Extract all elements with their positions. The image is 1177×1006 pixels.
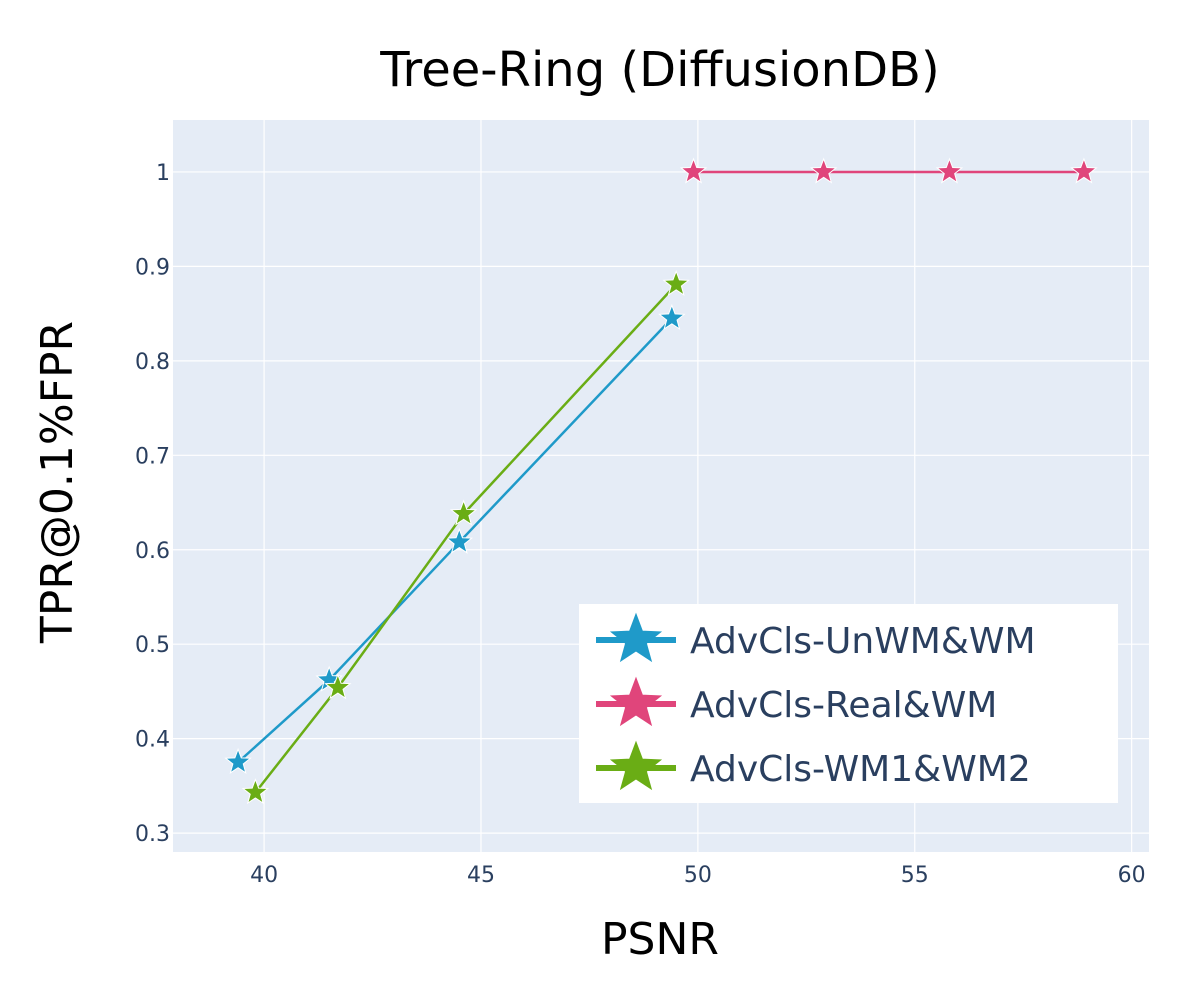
data-point-star <box>662 269 690 297</box>
data-point-star <box>679 157 708 184</box>
x-tick-label: 50 <box>684 863 712 888</box>
x-tick-label: 60 <box>1118 863 1146 888</box>
legend-star-icon <box>609 676 663 727</box>
data-point-star <box>658 303 686 331</box>
tick-labels: 40 45 50 55 60 0.3 0.4 0.5 0.6 0.7 0.8 0.9 1 <box>135 161 1146 888</box>
data-point-star <box>224 747 252 774</box>
legend-items: AdvCls-UnWM&WM AdvCls-Real&WM AdvCls-WM1&W… <box>596 612 1036 791</box>
y-tick-label: 0.9 <box>135 255 170 280</box>
data-point-star <box>449 499 478 526</box>
data-point-star <box>445 527 474 554</box>
y-tick-label: 0.6 <box>135 539 170 564</box>
legend-star-icon <box>609 612 663 663</box>
data-point-star <box>241 778 270 805</box>
y-tick-label: 0.8 <box>135 350 170 375</box>
y-axis-title: TPR@0.1%FPR <box>32 321 83 644</box>
y-tick-label: 0.4 <box>135 728 170 753</box>
grid-lines <box>173 120 1149 852</box>
x-axis-title: PSNR <box>601 914 719 965</box>
legend-star-icon <box>609 740 663 791</box>
legend-item: AdvCls-WM1&WM2 <box>596 740 1031 791</box>
legend-item: AdvCls-UnWM&WM <box>596 612 1036 663</box>
x-tick-label: 55 <box>901 863 929 888</box>
legend-label: AdvCls-WM1&WM2 <box>690 749 1031 790</box>
chart-title: Tree-Ring (DiffusionDB) <box>379 42 939 98</box>
y-tick-label: 0.7 <box>135 444 170 469</box>
data-point-star <box>809 157 838 184</box>
x-tick-label: 45 <box>467 863 495 888</box>
data-point-star <box>1070 157 1098 184</box>
x-tick-label: 40 <box>250 863 278 888</box>
legend: AdvCls-UnWM&WM AdvCls-Real&WM AdvCls-WM1&W… <box>579 604 1118 803</box>
series-3 <box>241 269 690 805</box>
series-2 <box>679 157 1098 184</box>
series-line <box>254 283 678 794</box>
data-point-star <box>935 157 964 184</box>
series-layer <box>224 157 1098 805</box>
y-tick-label: 0.5 <box>135 633 170 658</box>
legend-label: AdvCls-Real&WM <box>690 685 997 726</box>
legend-item: AdvCls-Real&WM <box>596 676 997 727</box>
y-tick-label: 1 <box>156 161 170 186</box>
legend-label: AdvCls-UnWM&WM <box>690 621 1036 662</box>
y-tick-label: 0.3 <box>135 822 170 847</box>
data-point-star <box>324 673 352 700</box>
